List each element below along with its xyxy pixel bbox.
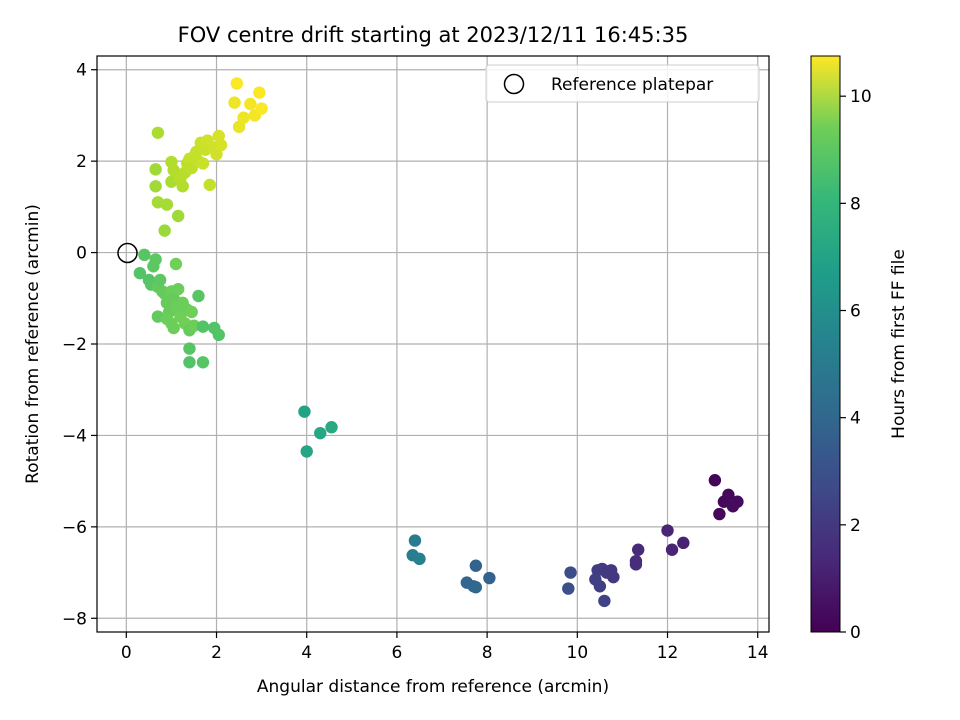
x-tick-label: 4 <box>301 643 312 663</box>
colorbar-tick-label: 6 <box>850 302 861 322</box>
x-tick-label: 10 <box>567 643 589 663</box>
y-tick-label: 4 <box>76 61 87 81</box>
grid-lines <box>97 56 769 632</box>
data-point <box>325 421 338 434</box>
colorbar-ticks: 0 2 4 6 8 10 <box>840 87 872 643</box>
data-point <box>210 148 223 161</box>
data-point <box>149 180 162 193</box>
data-point <box>314 426 327 440</box>
data-point <box>203 178 216 192</box>
colorbar-tick-label: 8 <box>850 194 861 214</box>
data-point <box>469 559 483 572</box>
data-point <box>237 111 250 124</box>
data-point <box>713 507 726 521</box>
data-point <box>564 566 577 579</box>
data-point <box>593 580 607 593</box>
legend-marker-icon <box>503 73 525 95</box>
data-point <box>677 536 690 550</box>
data-point <box>183 356 196 369</box>
colorbar-frame <box>810 55 841 633</box>
data-point <box>708 474 722 487</box>
x-tick-label: 14 <box>747 643 769 663</box>
data-point <box>160 312 174 326</box>
colorbar-tick-label: 10 <box>850 87 872 107</box>
colorbar-label: Hours from first FF file <box>889 249 909 439</box>
data-points <box>133 77 744 608</box>
data-point <box>253 86 266 99</box>
colorbar-tick-label: 2 <box>850 516 861 536</box>
x-tick-label: 0 <box>121 643 132 663</box>
data-point <box>153 273 167 287</box>
y-tick-label: −8 <box>62 609 87 629</box>
y-tick-label: −4 <box>62 426 87 446</box>
colorbar-tick-label: 0 <box>850 623 861 643</box>
data-point <box>138 248 151 262</box>
x-tick-label: 6 <box>392 643 403 663</box>
x-axis-ticks: 0 2 4 6 8 10 12 14 <box>121 632 769 663</box>
data-point <box>228 96 241 109</box>
data-point <box>598 594 611 608</box>
data-point <box>158 224 171 237</box>
data-point <box>467 580 480 593</box>
colorbar: 0 2 4 6 8 10 Hours from first FF file <box>810 55 909 643</box>
data-point <box>255 102 268 115</box>
data-point <box>196 356 210 369</box>
data-point <box>185 305 198 319</box>
y-tick-label: 2 <box>76 152 87 172</box>
data-point <box>408 534 422 547</box>
data-point <box>212 328 225 342</box>
reference-platepar-marker <box>117 242 138 264</box>
data-point <box>629 558 643 571</box>
legend: Reference platepar <box>485 64 760 103</box>
data-point <box>187 319 201 332</box>
data-point <box>151 126 165 139</box>
data-point <box>726 500 740 513</box>
data-point <box>232 120 246 134</box>
data-point <box>632 543 645 556</box>
colorbar-tick-label: 4 <box>850 409 861 429</box>
data-point <box>171 209 185 223</box>
data-point <box>665 543 679 556</box>
data-point <box>183 342 196 355</box>
y-axis-ticks: −8 −6 −4 −2 0 2 4 <box>62 61 97 629</box>
colorbar-gradient <box>811 56 840 632</box>
data-point <box>151 196 165 209</box>
y-tick-label: −2 <box>62 335 87 355</box>
data-point <box>171 282 185 296</box>
y-axis-label: Rotation from reference (arcmin) <box>23 204 43 484</box>
data-point <box>149 163 162 176</box>
data-point <box>600 566 613 579</box>
data-point <box>562 582 575 595</box>
data-point <box>483 571 496 585</box>
data-point <box>133 266 147 280</box>
x-axis-label: Angular distance from reference (arcmin) <box>257 677 609 697</box>
data-point <box>230 77 244 90</box>
data-point <box>192 289 205 303</box>
data-point <box>298 405 311 418</box>
data-point <box>169 257 183 271</box>
data-point <box>413 552 426 566</box>
y-tick-label: −6 <box>62 518 87 538</box>
data-point <box>214 138 228 152</box>
data-point <box>244 97 257 111</box>
chart-title: FOV centre drift starting at 2023/12/11 … <box>178 23 689 47</box>
legend-box <box>485 64 760 103</box>
y-tick-label: 0 <box>76 244 87 264</box>
data-point <box>165 155 178 169</box>
data-point <box>300 445 313 458</box>
data-point <box>149 253 162 266</box>
x-tick-label: 2 <box>211 643 222 663</box>
data-point <box>196 320 210 333</box>
data-point <box>196 157 210 170</box>
data-point <box>167 321 180 335</box>
legend-label-reference: Reference platepar <box>551 75 713 95</box>
x-tick-label: 8 <box>482 643 493 663</box>
data-point <box>176 180 189 193</box>
x-tick-label: 12 <box>657 643 679 663</box>
data-point <box>661 524 674 537</box>
